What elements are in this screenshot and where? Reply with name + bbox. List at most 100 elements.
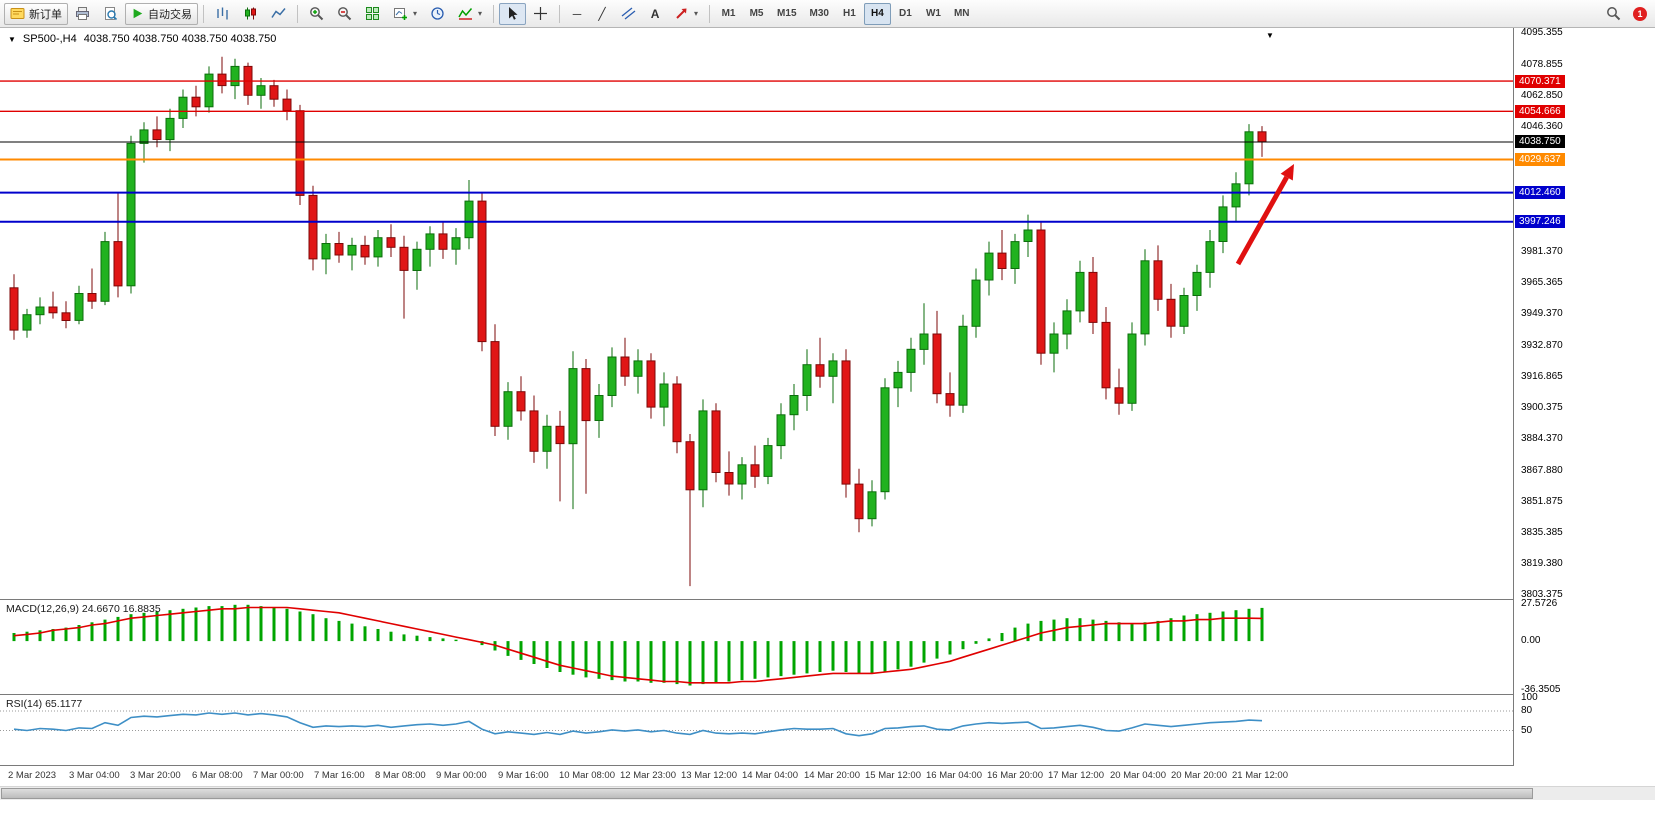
candle-body	[1166, 298, 1176, 327]
candle-body	[178, 96, 188, 119]
candle-body	[1257, 131, 1267, 143]
crosshair-icon	[534, 7, 548, 20]
timeframe-w1[interactable]: W1	[925, 8, 941, 19]
rsi-line	[13, 712, 1263, 737]
toolbar-separator	[297, 4, 298, 23]
text-tool-button[interactable]: A	[643, 3, 667, 25]
candle-body	[1114, 387, 1124, 404]
new-chart-button[interactable]: ▾	[387, 3, 423, 25]
time-axis-label: 14 Mar 20:00	[804, 770, 860, 781]
candle-body	[672, 383, 682, 443]
level-price-badge: 3997.246	[1515, 215, 1565, 228]
timeframe-m30[interactable]: M30	[809, 8, 829, 19]
time-axis-label: 3 Mar 04:00	[69, 770, 120, 781]
toolbar-right-group: 1	[1600, 3, 1651, 25]
candle-body	[815, 364, 825, 377]
tile-windows-icon	[366, 7, 379, 20]
candle-body	[100, 241, 110, 302]
price-axis[interactable]: 4095.355 4078.855 4062.850 4046.360 3981.370…	[1513, 27, 1655, 766]
candle-body	[984, 252, 994, 281]
period-clock-button[interactable]	[424, 3, 451, 25]
print-preview-button[interactable]	[97, 3, 124, 25]
candle-body	[1075, 271, 1085, 312]
time-axis-label: 12 Mar 23:00	[620, 770, 676, 781]
trend-arrow-head	[1280, 164, 1294, 181]
price-tick-label: 4095.355	[1521, 27, 1563, 38]
candle-body	[165, 117, 175, 141]
search-button[interactable]	[1600, 3, 1627, 25]
timeframe-mn[interactable]: MN	[953, 8, 970, 19]
price-tick-label: 3916.865	[1521, 371, 1563, 382]
timeframe-d1[interactable]: D1	[899, 8, 912, 19]
zoom-in-button[interactable]	[303, 3, 330, 25]
line-chart-button[interactable]	[265, 3, 292, 25]
bar-chart-button[interactable]	[209, 3, 236, 25]
current-price-badge: 4038.750	[1515, 135, 1565, 148]
channel-tool-button[interactable]	[615, 3, 642, 25]
rsi-axis-label: 100	[1521, 692, 1538, 703]
candle-body	[607, 356, 617, 396]
candle-body	[893, 371, 903, 389]
bar-chart-icon	[217, 7, 228, 20]
timeframe-m1[interactable]: M1	[721, 8, 736, 19]
time-axis-label: 16 Mar 04:00	[926, 770, 982, 781]
timeframe-h4[interactable]: H4	[863, 2, 891, 25]
level-price-badge: 4054.666	[1515, 105, 1565, 118]
new-order-button[interactable]: 新订单	[4, 2, 68, 25]
price-tick-label: 3803.375	[1521, 589, 1563, 600]
candle-body	[35, 306, 45, 316]
price-tick-label: 3965.365	[1521, 277, 1563, 288]
time-axis[interactable]: 2 Mar 2023 3 Mar 04:00 3 Mar 20:00 6 Mar 08…	[0, 767, 1513, 784]
crosshair-button[interactable]	[527, 3, 554, 25]
candle-body	[490, 341, 500, 427]
candle-body	[789, 395, 799, 416]
candle-body	[139, 129, 149, 144]
candle-body	[282, 98, 292, 112]
tile-windows-button[interactable]	[359, 3, 386, 25]
candle-body	[1127, 333, 1137, 404]
macd-axis-label: -36.3505	[1521, 684, 1561, 695]
candle-body	[61, 312, 71, 321]
scrollbar-thumb[interactable]	[1, 788, 1533, 799]
chevron-down-icon: ▾	[413, 9, 418, 18]
candle-body	[1218, 206, 1228, 242]
main-price-chart[interactable]	[0, 28, 1513, 599]
notification-badge[interactable]: 1	[1633, 6, 1647, 21]
horizontal-line-tool-button[interactable]: ─	[565, 3, 589, 25]
level-price-badge: 4029.637	[1515, 153, 1565, 166]
timeframe-m15[interactable]: M15	[777, 8, 797, 19]
candle-body	[724, 472, 734, 485]
candle-body	[620, 356, 630, 377]
arrows-tool-button[interactable]: ▾	[668, 3, 704, 25]
horizontal-scrollbar[interactable]	[0, 786, 1655, 800]
candle-body	[594, 395, 604, 421]
printer-icon	[76, 7, 89, 20]
candle-body	[1036, 229, 1046, 354]
print-button[interactable]	[69, 3, 96, 25]
symbol-dropdown-icon[interactable]: ▼	[8, 34, 16, 44]
order-ticket-icon	[10, 8, 25, 19]
zoom-out-button[interactable]	[331, 3, 358, 25]
auto-trading-button[interactable]: 自动交易	[125, 2, 198, 25]
candlestick-chart-button[interactable]	[237, 3, 264, 25]
scroll-to-end-icon[interactable]: ▼	[1266, 31, 1274, 40]
rsi-chart[interactable]	[0, 695, 1513, 765]
timeframe-m5[interactable]: M5	[749, 8, 764, 19]
time-axis-label: 6 Mar 08:00	[192, 770, 243, 781]
chart-title: SP500-,H4	[22, 33, 77, 45]
candle-body	[269, 85, 279, 100]
price-tick-label: 3819.380	[1521, 558, 1563, 569]
timeframe-h1[interactable]: H1	[843, 8, 856, 19]
cursor-button[interactable]	[499, 2, 527, 25]
indicators-button[interactable]: ▾	[452, 3, 488, 25]
candle-body	[542, 425, 552, 452]
candle-body	[685, 441, 695, 491]
macd-chart[interactable]	[0, 600, 1513, 694]
price-tick-label: 3835.385	[1521, 527, 1563, 538]
trendline-tool-button[interactable]: ╱	[590, 3, 614, 25]
candle-body	[230, 65, 240, 87]
candle-body	[1192, 271, 1202, 296]
price-tick-label: 4046.360	[1521, 121, 1563, 132]
line-chart-icon	[271, 8, 286, 18]
